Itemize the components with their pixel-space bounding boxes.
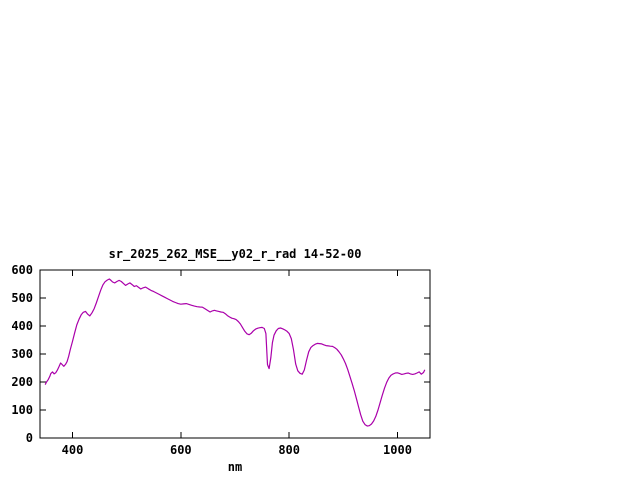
x-tick-label: 600 xyxy=(170,443,192,457)
axis-tick-labels: 400 600 800 1000 0 100 200 300 400 500 600 xyxy=(11,263,412,457)
y-tick-label: 500 xyxy=(11,291,33,305)
y-tick-label: 100 xyxy=(11,403,33,417)
spectrum-line xyxy=(44,278,426,427)
axis-ticks xyxy=(40,269,430,439)
x-axis-label: nm xyxy=(227,460,243,474)
chart-title: sr_2025_262_MSE__y02_r_rad 14-52-00 xyxy=(108,247,362,261)
y-tick-label: 300 xyxy=(11,347,33,361)
y-tick-label: 0 xyxy=(26,431,33,445)
x-tick-label: 800 xyxy=(278,443,300,457)
x-tick-label: 1000 xyxy=(383,443,412,457)
y-tick-label: 600 xyxy=(11,263,33,277)
x-tick-label: 400 xyxy=(62,443,84,457)
y-tick-label: 400 xyxy=(11,319,33,333)
y-tick-label: 200 xyxy=(11,375,33,389)
